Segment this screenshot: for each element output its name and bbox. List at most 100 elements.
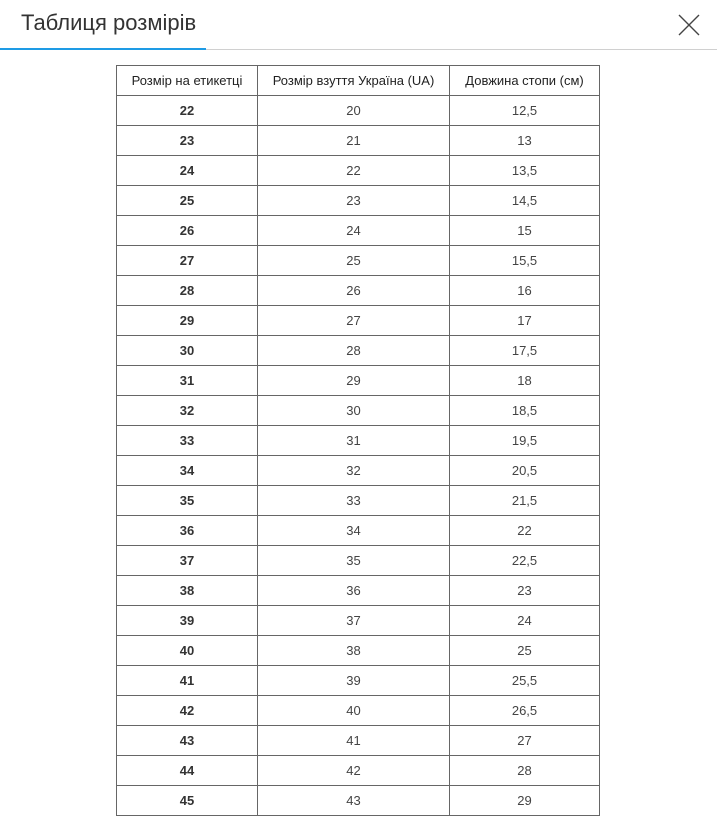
- cell-label-size: 35: [116, 485, 258, 516]
- table-row: 42 40 26,5: [116, 695, 600, 726]
- table-row: 23 21 13: [116, 125, 600, 156]
- cell-ua-size: 32: [257, 455, 450, 486]
- cell-ua-size: 40: [257, 695, 450, 726]
- cell-ua-size: 43: [257, 785, 450, 816]
- table-row: 24 22 13,5: [116, 155, 600, 186]
- header-divider: [0, 49, 717, 50]
- table-row: 25 23 14,5: [116, 185, 600, 216]
- cell-foot-length: 22: [449, 515, 600, 546]
- table-row: 37 35 22,5: [116, 545, 600, 576]
- table-row: 38 36 23: [116, 575, 600, 606]
- cell-foot-length: 27: [449, 725, 600, 756]
- cell-label-size: 34: [116, 455, 258, 486]
- cell-foot-length: 12,5: [449, 95, 600, 126]
- header-ua-size: Розмір взуття Україна (UA): [257, 65, 450, 96]
- table-row: 44 42 28: [116, 755, 600, 786]
- cell-ua-size: 38: [257, 635, 450, 666]
- cell-foot-length: 13: [449, 125, 600, 156]
- cell-foot-length: 22,5: [449, 545, 600, 576]
- cell-ua-size: 37: [257, 605, 450, 636]
- cell-ua-size: 29: [257, 365, 450, 396]
- cell-label-size: 36: [116, 515, 258, 546]
- cell-foot-length: 16: [449, 275, 600, 306]
- active-tab-indicator: [0, 48, 206, 50]
- cell-ua-size: 33: [257, 485, 450, 516]
- cell-foot-length: 19,5: [449, 425, 600, 456]
- cell-foot-length: 23: [449, 575, 600, 606]
- cell-foot-length: 26,5: [449, 695, 600, 726]
- table-row: 30 28 17,5: [116, 335, 600, 366]
- cell-label-size: 42: [116, 695, 258, 726]
- table-row: 31 29 18: [116, 365, 600, 396]
- cell-foot-length: 24: [449, 605, 600, 636]
- size-table: Розмір на етикетці Розмір взуття Україна…: [116, 65, 600, 816]
- cell-ua-size: 42: [257, 755, 450, 786]
- cell-label-size: 26: [116, 215, 258, 246]
- cell-ua-size: 36: [257, 575, 450, 606]
- cell-label-size: 25: [116, 185, 258, 216]
- cell-ua-size: 35: [257, 545, 450, 576]
- cell-label-size: 30: [116, 335, 258, 366]
- table-row: 35 33 21,5: [116, 485, 600, 516]
- cell-label-size: 38: [116, 575, 258, 606]
- cell-label-size: 45: [116, 785, 258, 816]
- table-row: 32 30 18,5: [116, 395, 600, 426]
- cell-foot-length: 13,5: [449, 155, 600, 186]
- cell-label-size: 39: [116, 605, 258, 636]
- cell-foot-length: 18: [449, 365, 600, 396]
- cell-ua-size: 26: [257, 275, 450, 306]
- table-row: 26 24 15: [116, 215, 600, 246]
- cell-label-size: 44: [116, 755, 258, 786]
- cell-foot-length: 14,5: [449, 185, 600, 216]
- table-row: 45 43 29: [116, 785, 600, 816]
- cell-ua-size: 34: [257, 515, 450, 546]
- cell-ua-size: 31: [257, 425, 450, 456]
- cell-label-size: 23: [116, 125, 258, 156]
- cell-foot-length: 15: [449, 215, 600, 246]
- cell-foot-length: 25: [449, 635, 600, 666]
- cell-label-size: 41: [116, 665, 258, 696]
- dialog-title: Таблиця розмірів: [21, 10, 197, 35]
- cell-label-size: 40: [116, 635, 258, 666]
- cell-foot-length: 17: [449, 305, 600, 336]
- cell-ua-size: 30: [257, 395, 450, 426]
- cell-label-size: 27: [116, 245, 258, 276]
- table-row: 39 37 24: [116, 605, 600, 636]
- cell-foot-length: 20,5: [449, 455, 600, 486]
- table-header-row: Розмір на етикетці Розмір взуття Україна…: [116, 65, 600, 96]
- cell-label-size: 31: [116, 365, 258, 396]
- cell-ua-size: 27: [257, 305, 450, 336]
- cell-foot-length: 15,5: [449, 245, 600, 276]
- cell-label-size: 24: [116, 155, 258, 186]
- cell-label-size: 22: [116, 95, 258, 126]
- cell-label-size: 32: [116, 395, 258, 426]
- cell-ua-size: 39: [257, 665, 450, 696]
- cell-ua-size: 22: [257, 155, 450, 186]
- table-row: 22 20 12,5: [116, 95, 600, 126]
- cell-label-size: 43: [116, 725, 258, 756]
- table-row: 40 38 25: [116, 635, 600, 666]
- cell-ua-size: 28: [257, 335, 450, 366]
- cell-foot-length: 29: [449, 785, 600, 816]
- cell-foot-length: 17,5: [449, 335, 600, 366]
- cell-label-size: 33: [116, 425, 258, 456]
- table-row: 34 32 20,5: [116, 455, 600, 486]
- table-row: 28 26 16: [116, 275, 600, 306]
- header-label-size: Розмір на етикетці: [116, 65, 258, 96]
- header-foot-length: Довжина стопи (см): [449, 65, 600, 96]
- cell-label-size: 28: [116, 275, 258, 306]
- cell-ua-size: 25: [257, 245, 450, 276]
- table-row: 43 41 27: [116, 725, 600, 756]
- cell-ua-size: 20: [257, 95, 450, 126]
- cell-ua-size: 41: [257, 725, 450, 756]
- table-row: 41 39 25,5: [116, 665, 600, 696]
- cell-foot-length: 18,5: [449, 395, 600, 426]
- cell-label-size: 29: [116, 305, 258, 336]
- table-row: 27 25 15,5: [116, 245, 600, 276]
- cell-foot-length: 28: [449, 755, 600, 786]
- cell-label-size: 37: [116, 545, 258, 576]
- table-row: 29 27 17: [116, 305, 600, 336]
- cell-ua-size: 23: [257, 185, 450, 216]
- cell-foot-length: 21,5: [449, 485, 600, 516]
- close-icon[interactable]: [677, 13, 701, 37]
